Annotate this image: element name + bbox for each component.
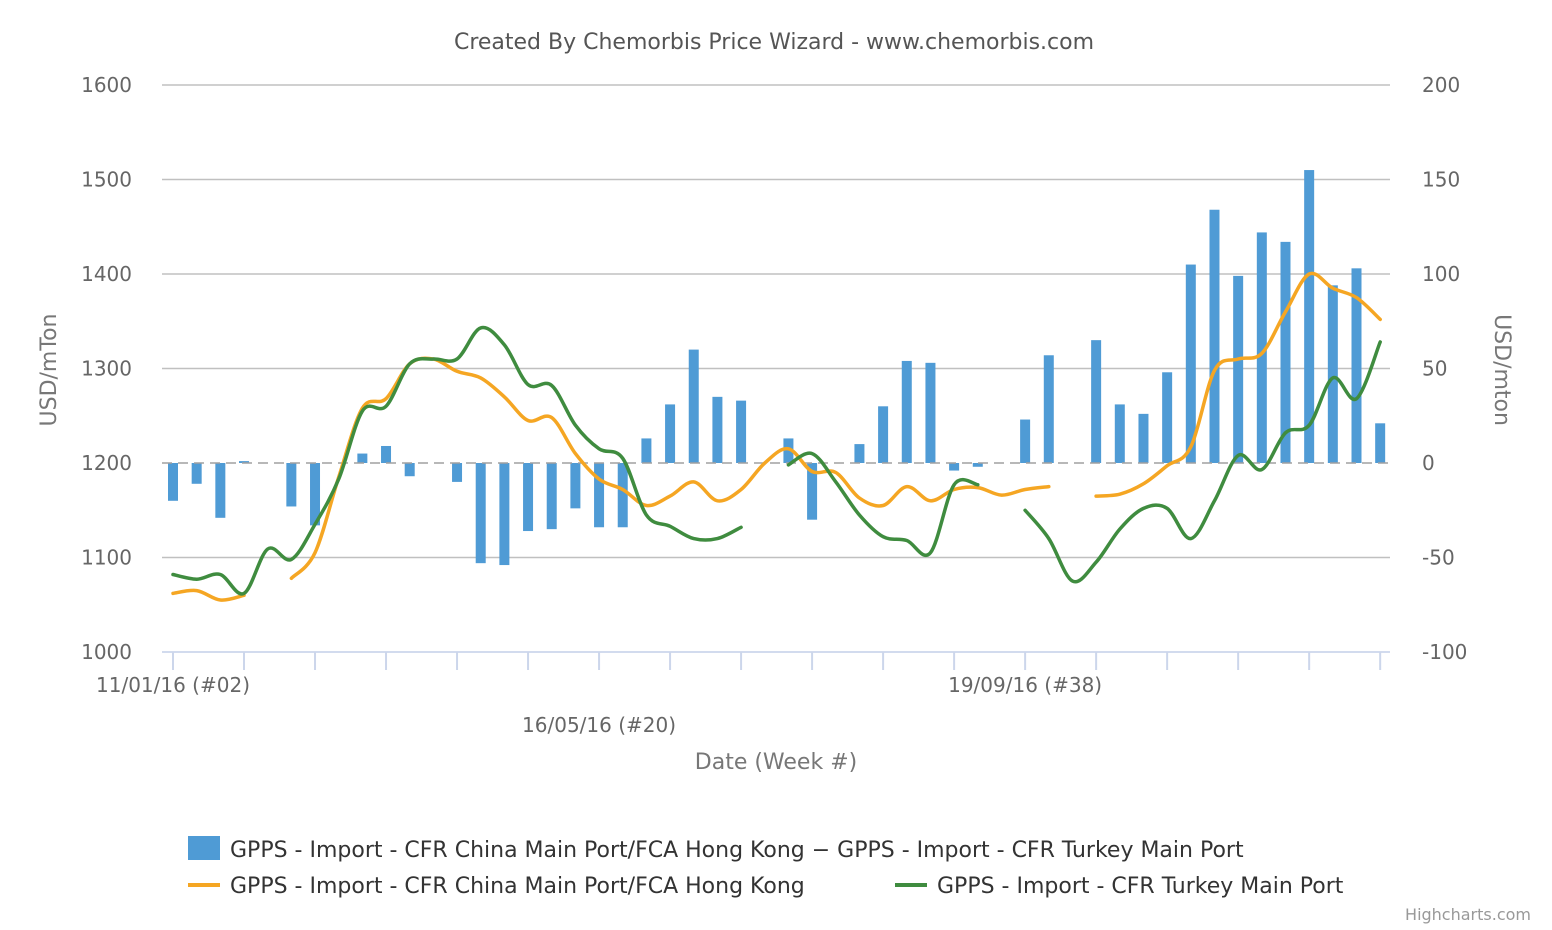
y-left-tick-label: 1300 xyxy=(81,357,132,381)
legend-item-turkey[interactable]: GPPS - Import - CFR Turkey Main Port xyxy=(895,874,1344,899)
bar[interactable] xyxy=(712,396,723,463)
bar[interactable] xyxy=(783,438,794,463)
y-right-tick-label: 150 xyxy=(1422,168,1460,192)
bar[interactable] xyxy=(1327,285,1338,463)
y-right-tick-label: 0 xyxy=(1422,451,1435,475)
bar[interactable] xyxy=(381,445,392,463)
bar[interactable] xyxy=(570,463,581,509)
bar[interactable] xyxy=(1209,209,1220,463)
y-left-tick-label: 1000 xyxy=(81,640,132,664)
bar[interactable] xyxy=(594,463,605,528)
bar[interactable] xyxy=(215,463,226,518)
bar[interactable] xyxy=(1043,355,1054,463)
x-tick-label: 16/05/16 (#20) xyxy=(522,713,676,737)
line-turkey[interactable] xyxy=(786,451,980,557)
y-axis-right-title: USD/mton xyxy=(1489,314,1514,426)
bar[interactable] xyxy=(168,463,178,501)
bar[interactable] xyxy=(1256,232,1267,463)
bar[interactable] xyxy=(523,463,534,532)
chart-title: Created By Chemorbis Price Wizard - www.… xyxy=(454,30,1094,55)
bar[interactable] xyxy=(191,463,202,484)
bar[interactable] xyxy=(1162,372,1173,463)
bar[interactable] xyxy=(499,463,510,566)
x-axis: 11/01/16 (#02) 16/05/16 (#20) 19/09/16 (#3… xyxy=(96,651,1390,737)
legend: GPPS - Import - CFR China Main Port/FCA … xyxy=(188,836,1344,899)
y-left-tick-label: 1600 xyxy=(81,73,132,97)
bar[interactable] xyxy=(925,362,936,463)
bar[interactable] xyxy=(1351,268,1362,463)
bar[interactable] xyxy=(1138,413,1149,463)
y-axis-right: -100 -50 0 50 100 150 200 xyxy=(1422,73,1467,664)
line-turkey[interactable] xyxy=(1023,340,1382,584)
bar[interactable] xyxy=(1304,170,1315,464)
highcharts-credit[interactable]: Highcharts.com xyxy=(1405,905,1531,924)
bar[interactable] xyxy=(854,444,865,463)
line-china[interactable] xyxy=(171,588,246,602)
bar[interactable] xyxy=(878,406,889,463)
x-tick-label: 19/09/16 (#38) xyxy=(948,673,1102,697)
bar[interactable] xyxy=(949,463,960,471)
bar[interactable] xyxy=(641,438,652,463)
legend-label-turkey: GPPS - Import - CFR Turkey Main Port xyxy=(937,874,1344,899)
line-turkey[interactable] xyxy=(171,325,743,596)
bar[interactable] xyxy=(1233,275,1244,463)
legend-item-china[interactable]: GPPS - Import - CFR China Main Port/FCA … xyxy=(188,874,805,899)
bar[interactable] xyxy=(310,463,321,526)
y-left-tick-label: 1100 xyxy=(81,546,132,570)
bar[interactable] xyxy=(665,404,676,463)
y-axis-left-title: USD/mTon xyxy=(37,314,62,427)
legend-item-spread[interactable]: GPPS - Import - CFR China Main Port/FCA … xyxy=(188,836,1244,863)
grid-lines xyxy=(162,84,1390,653)
bar[interactable] xyxy=(452,463,463,482)
bar[interactable] xyxy=(1280,241,1291,463)
legend-label-spread: GPPS - Import - CFR China Main Port/FCA … xyxy=(230,838,1244,863)
legend-swatch-bar xyxy=(188,836,220,860)
bar[interactable] xyxy=(404,463,415,477)
bar[interactable] xyxy=(1375,423,1386,463)
bar[interactable] xyxy=(239,461,250,463)
bar[interactable] xyxy=(901,360,912,463)
y-left-tick-label: 1400 xyxy=(81,262,132,286)
legend-swatch-turkey xyxy=(895,883,927,887)
bar[interactable] xyxy=(807,463,818,520)
y-left-tick-label: 1200 xyxy=(81,451,132,475)
bar[interactable] xyxy=(1091,340,1102,463)
line-china[interactable] xyxy=(1094,271,1382,498)
bar[interactable] xyxy=(688,349,699,463)
y-right-tick-label: -50 xyxy=(1422,546,1455,570)
y-right-tick-label: 200 xyxy=(1422,73,1460,97)
legend-label-china: GPPS - Import - CFR China Main Port/FCA … xyxy=(230,874,805,899)
bar[interactable] xyxy=(972,463,983,467)
bar[interactable] xyxy=(736,400,747,463)
y-left-tick-label: 1500 xyxy=(81,168,132,192)
bar[interactable] xyxy=(1185,264,1196,463)
bar[interactable] xyxy=(286,463,297,507)
x-tick-label: 11/01/16 (#02) xyxy=(96,673,250,697)
y-axis-left: 1000 1100 1200 1300 1400 1500 1600 xyxy=(81,73,132,664)
line-series xyxy=(171,271,1382,602)
bar[interactable] xyxy=(546,463,557,530)
x-axis-title: Date (Week #) xyxy=(695,750,857,775)
y-right-tick-label: 50 xyxy=(1422,357,1447,381)
bar[interactable] xyxy=(357,453,368,463)
legend-swatch-china xyxy=(188,883,220,887)
bar[interactable] xyxy=(1020,419,1031,463)
bar[interactable] xyxy=(1114,404,1125,463)
bar[interactable] xyxy=(475,463,486,564)
y-right-tick-label: -100 xyxy=(1422,640,1467,664)
bar[interactable] xyxy=(617,463,628,528)
y-right-tick-label: 100 xyxy=(1422,262,1460,286)
bar-series xyxy=(168,170,1386,566)
